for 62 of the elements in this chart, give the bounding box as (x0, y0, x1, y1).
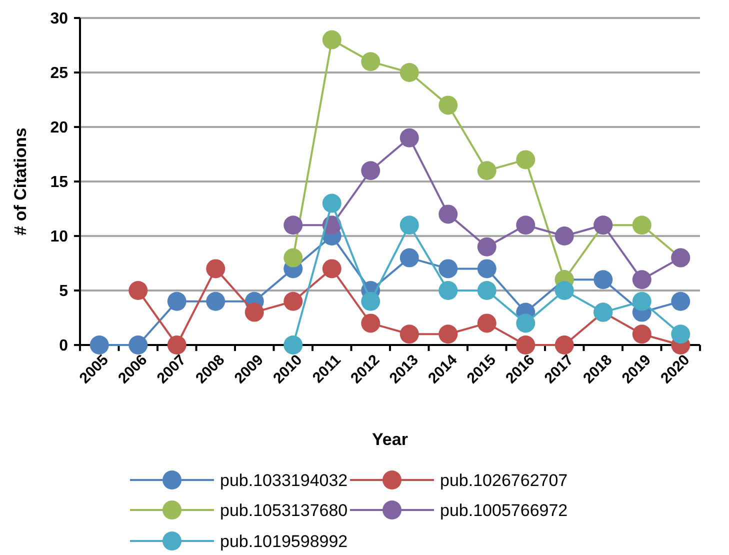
y-axis-title: # of Citations (11, 128, 30, 236)
point (671, 324, 690, 344)
point (632, 270, 652, 290)
point (128, 336, 148, 354)
legend-label: pub.1026762707 (440, 470, 568, 490)
point (167, 292, 186, 311)
point (438, 324, 458, 344)
point (438, 204, 458, 224)
point (128, 281, 148, 300)
point (554, 226, 574, 246)
x-axis-title: Year (372, 430, 408, 449)
point (90, 336, 109, 354)
point (400, 63, 419, 82)
point (477, 259, 496, 278)
y-tick-label: 25 (50, 65, 68, 82)
point (361, 161, 380, 180)
y-tick-label: 15 (50, 174, 68, 192)
y-tick-label: 30 (50, 10, 68, 28)
point (284, 248, 303, 268)
point (400, 324, 419, 344)
point (477, 237, 496, 256)
point (284, 216, 303, 235)
point (284, 292, 303, 311)
legend-label: pub.1053137680 (220, 500, 348, 520)
point (361, 52, 380, 72)
point (438, 259, 458, 278)
point (244, 302, 264, 322)
legend-label: pub.1005766972 (440, 500, 568, 520)
y-tick-label: 10 (50, 228, 68, 246)
point (516, 336, 536, 354)
point (438, 96, 458, 115)
point (400, 216, 419, 235)
point (438, 281, 458, 300)
point (516, 216, 536, 235)
point (206, 259, 226, 278)
point (632, 216, 652, 235)
point (516, 314, 536, 333)
point (477, 161, 496, 180)
point (632, 324, 652, 344)
point (516, 150, 536, 170)
y-tick-label: 0 (59, 338, 68, 355)
point (167, 336, 186, 354)
point (554, 336, 574, 354)
point (361, 292, 380, 311)
point (284, 336, 303, 354)
point (477, 314, 496, 333)
point (477, 281, 496, 300)
legend-label: pub.1033194032 (220, 470, 348, 490)
point (361, 314, 380, 333)
point (322, 259, 342, 278)
point (594, 270, 613, 290)
y-tick-label: 20 (50, 120, 68, 137)
point (400, 248, 419, 268)
point (400, 128, 419, 148)
legend-label: pub.1019598992 (220, 532, 348, 551)
point (632, 292, 652, 311)
point (322, 194, 342, 213)
point (322, 30, 342, 50)
point (206, 292, 226, 311)
point (554, 281, 574, 300)
y-tick-label: 5 (59, 283, 68, 300)
point (671, 292, 690, 311)
